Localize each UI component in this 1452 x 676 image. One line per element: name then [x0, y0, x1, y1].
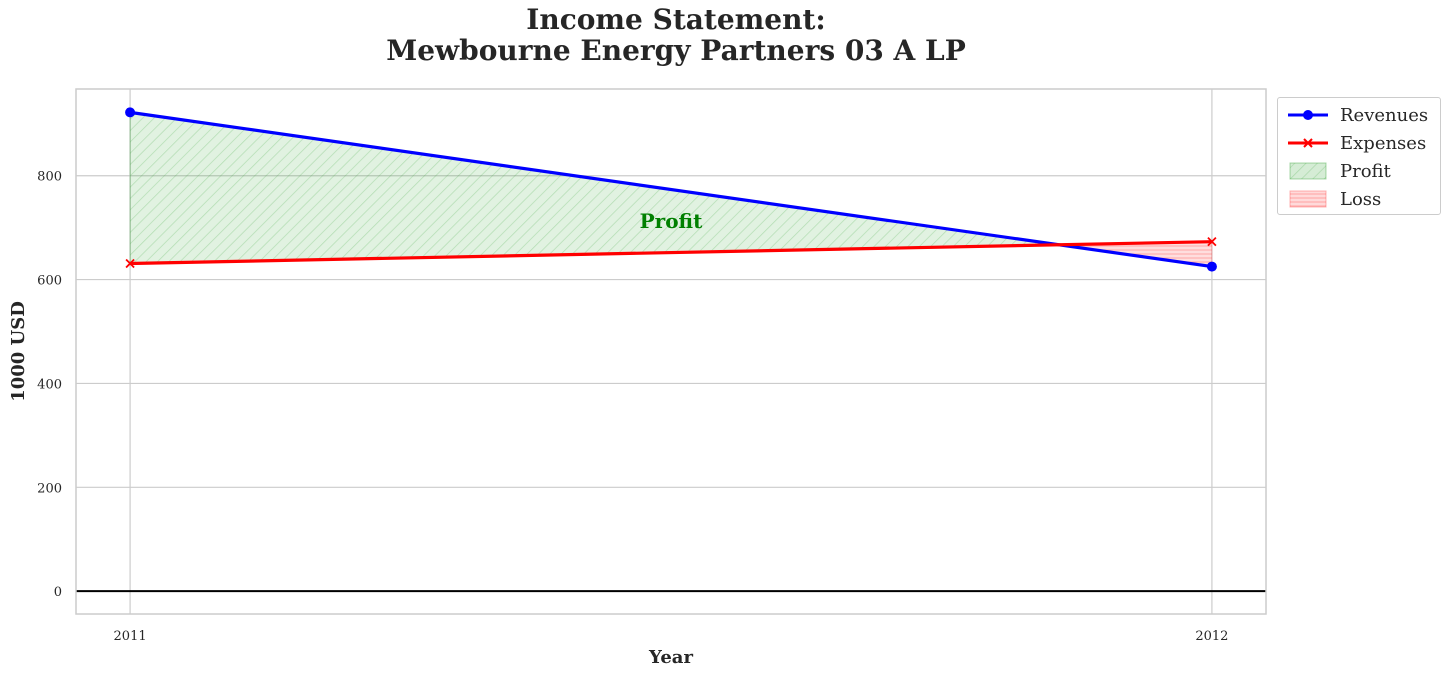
- plot-border: [75, 88, 1267, 615]
- legend: Revenues Expenses Profit Loss: [1277, 97, 1441, 215]
- y-tick-label-0: 0: [54, 585, 62, 600]
- fill-areas: [129, 111, 1213, 268]
- x-tick-label-2011: 2011: [114, 629, 147, 644]
- axis-text: 0 200 400 600 800 2011 2012 Profit Year 1000 USD: [8, 170, 1228, 668]
- legend-loss-swatch: [1286, 188, 1330, 210]
- revenues-point-2012: [1206, 261, 1217, 272]
- series-lines: [125, 107, 1217, 272]
- chart-title-line-2: Mewbourne Energy Partners 03 A LP: [386, 34, 966, 67]
- y-tick-label-400: 400: [37, 377, 62, 392]
- y-tick-label-200: 200: [37, 481, 62, 496]
- legend-expenses-label: Expenses: [1340, 132, 1427, 154]
- legend-entry-expenses: Expenses: [1286, 132, 1426, 154]
- x-axis-label: Year: [648, 647, 693, 668]
- chart-title: Income Statement: Mewbourne Energy Partn…: [0, 4, 1352, 66]
- legend-entry-loss: Loss: [1286, 188, 1381, 210]
- chart-title-line-1: Income Statement:: [526, 3, 826, 36]
- legend-revenues-label: Revenues: [1340, 104, 1429, 126]
- legend-profit-label: Profit: [1340, 160, 1391, 182]
- legend-entry-profit: Profit: [1286, 160, 1391, 182]
- y-tick-label-800: 800: [37, 170, 62, 185]
- legend-expenses-swatch: [1286, 132, 1330, 154]
- y-tick-label-600: 600: [37, 274, 62, 289]
- y-axis-label: 1000 USD: [8, 301, 29, 402]
- profit-annotation: Profit: [640, 209, 703, 233]
- revenues-point-2011: [125, 107, 136, 118]
- legend-loss-label: Loss: [1340, 188, 1382, 210]
- legend-profit-swatch: [1286, 160, 1330, 182]
- x-tick-label-2012: 2012: [1195, 629, 1228, 644]
- expenses-point-2012: [1207, 237, 1217, 247]
- legend-revenues-swatch: [1286, 104, 1330, 126]
- profit-area-hatch: [130, 112, 1059, 264]
- legend-entry-revenues: Revenues: [1286, 104, 1428, 126]
- expenses-point-2011: [125, 258, 135, 269]
- revenues-line: [129, 110, 1213, 269]
- plot-frame: [75, 88, 1267, 615]
- expenses-line: [130, 240, 1212, 266]
